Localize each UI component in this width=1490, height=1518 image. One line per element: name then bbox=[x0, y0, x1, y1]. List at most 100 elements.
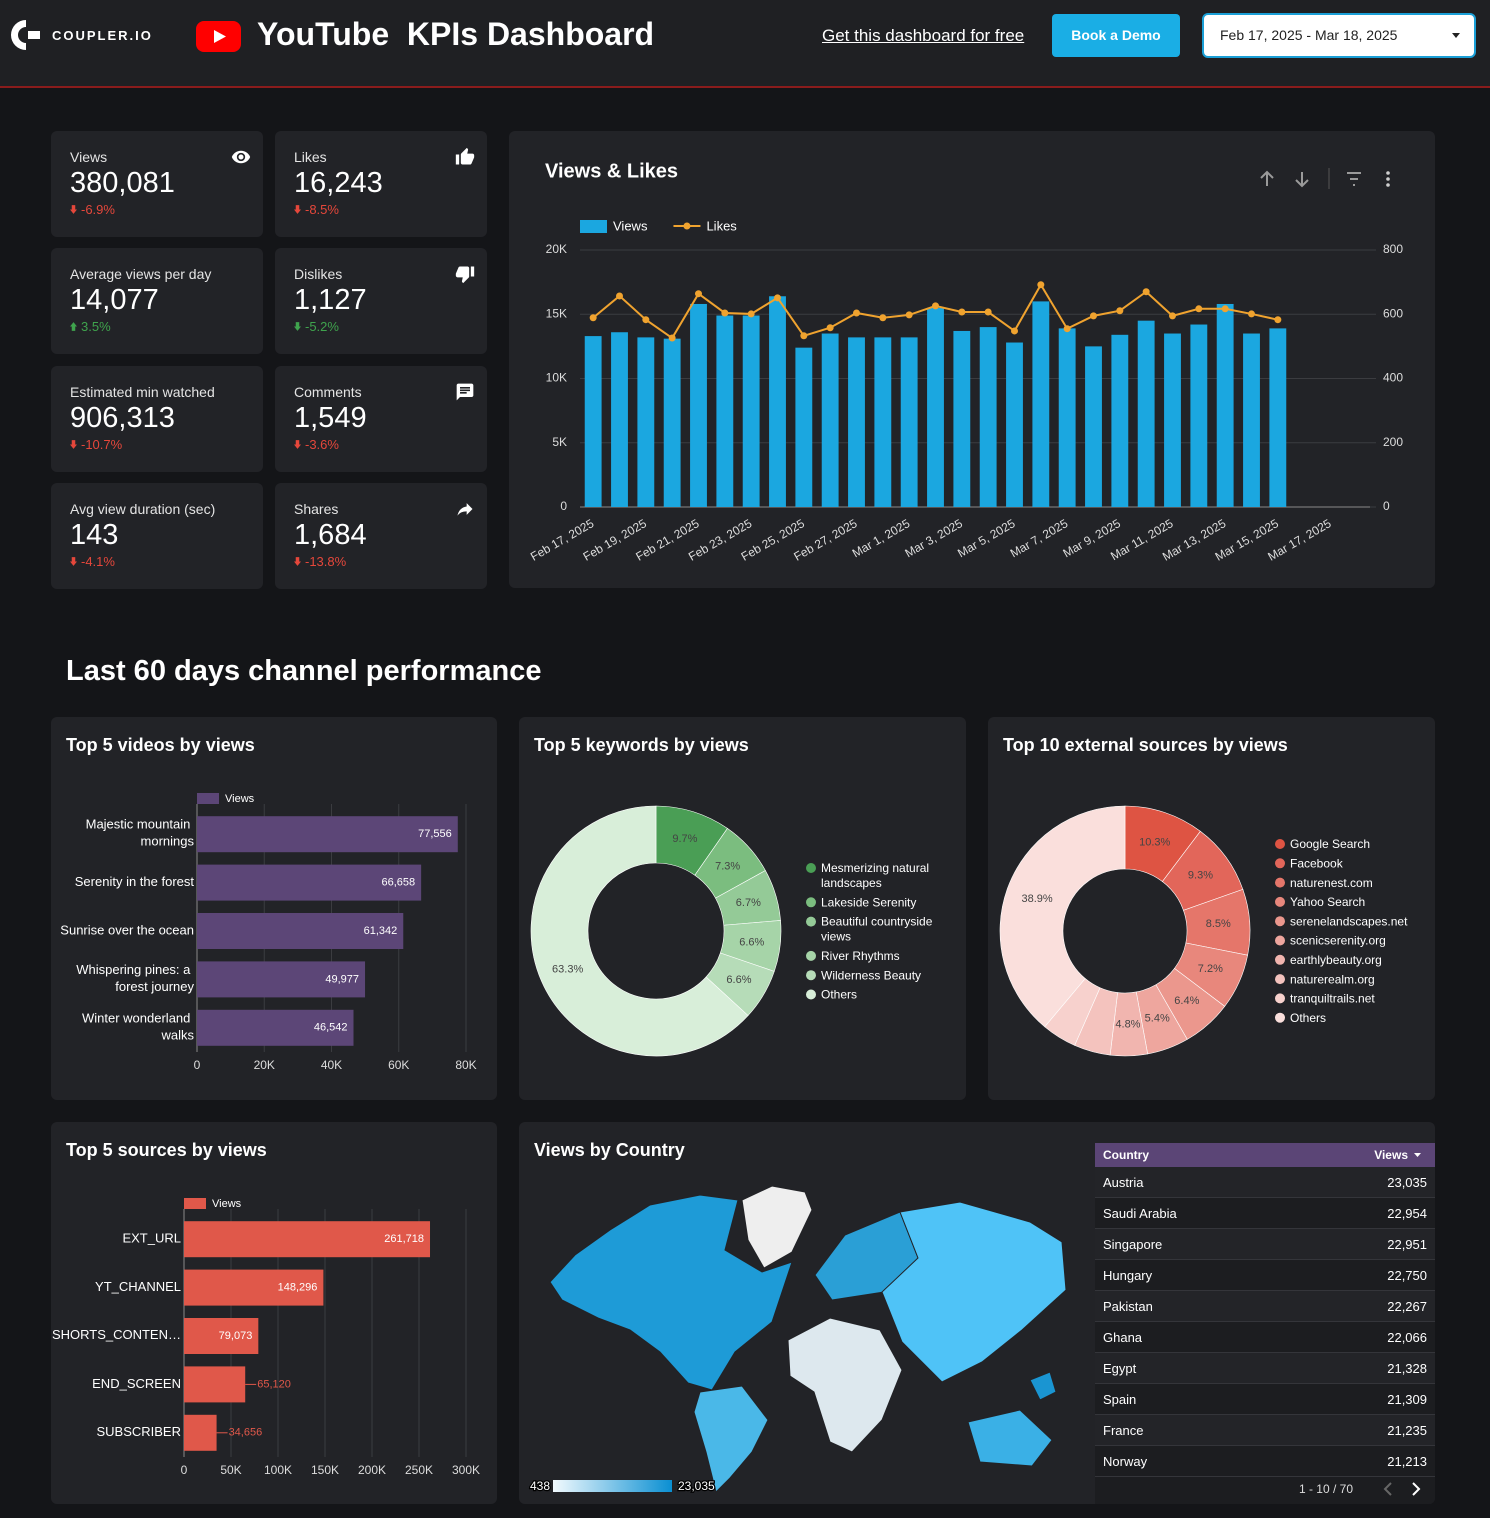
legend-label: scenicserenity.org bbox=[1290, 934, 1386, 948]
text-line: landscapes bbox=[821, 876, 882, 890]
legend-dot bbox=[806, 989, 816, 1000]
category-label: Whispering pines: a forest journey bbox=[76, 962, 194, 994]
x-tick-label: Mar 3, 2025 bbox=[902, 516, 965, 560]
chart-title: Top 5 keywords by views bbox=[534, 735, 749, 755]
more-icon[interactable] bbox=[1386, 171, 1390, 187]
dot bbox=[1386, 183, 1390, 187]
kpi-change: -6.9% bbox=[70, 202, 115, 217]
kpi-change: -13.8% bbox=[294, 554, 346, 569]
y-tick-label: 15K bbox=[546, 306, 567, 320]
date-picker[interactable]: Feb 17, 2025 - Mar 18, 2025 bbox=[1202, 13, 1476, 58]
kpi-value: 906,313 bbox=[70, 401, 175, 434]
line-point bbox=[932, 302, 939, 310]
south-america bbox=[693, 1385, 769, 1493]
kpi-change: 3.5% bbox=[70, 319, 111, 334]
kpi-icon bbox=[455, 266, 475, 284]
external-sources-chart: Top 10 external sources by views 10.3% 9.3… bbox=[999, 735, 1408, 1057]
x-tick-label: 0 bbox=[194, 1058, 201, 1072]
slice-label: 8.5% bbox=[1206, 918, 1231, 930]
legend-label: Mesmerizing natural landscapes bbox=[821, 861, 932, 890]
kpi-icon bbox=[455, 147, 475, 165]
line-point bbox=[853, 309, 860, 317]
country-views: 21,235 bbox=[1387, 1422, 1427, 1438]
table-row: Austria 23,035 bbox=[1095, 1167, 1435, 1198]
arrow bbox=[70, 557, 77, 567]
chevron bbox=[1383, 1482, 1392, 1496]
category-label: SUBSCRIBER bbox=[96, 1424, 181, 1439]
country-name: France bbox=[1103, 1422, 1144, 1438]
table-row: Egypt 21,328 bbox=[1095, 1353, 1435, 1384]
line-point bbox=[1142, 288, 1150, 296]
kpi-change-value: 3.5% bbox=[81, 319, 111, 335]
line-point bbox=[1169, 312, 1176, 320]
bar bbox=[197, 864, 422, 901]
bar bbox=[953, 330, 971, 507]
line-point bbox=[1090, 312, 1097, 320]
header: COUPLER.IO YouTube KPIs Dashboard Get th… bbox=[0, 0, 1490, 88]
bar bbox=[716, 315, 734, 507]
y-tick-label: 10K bbox=[546, 371, 567, 385]
demo-button[interactable]: Book a Demo bbox=[1052, 14, 1180, 57]
legend-dot bbox=[1275, 1012, 1285, 1023]
bar bbox=[1190, 324, 1208, 507]
legend-label: Views bbox=[212, 1198, 242, 1210]
bar bbox=[1085, 346, 1102, 507]
chart-toolbar bbox=[1260, 168, 1361, 189]
cta-link[interactable]: Get this dashboard for free bbox=[822, 26, 1025, 45]
kpi-label: Shares bbox=[294, 501, 339, 518]
sort-desc-icon[interactable] bbox=[1295, 172, 1309, 188]
y2-tick-label: 0 bbox=[1383, 499, 1390, 513]
line-point bbox=[589, 314, 597, 322]
legend-dot bbox=[806, 897, 816, 908]
top-sources-chart: Top 5 sources by views 0 50K 100K 150K 200K 25… bbox=[52, 1140, 480, 1477]
kpi-label: Dislikes bbox=[294, 266, 343, 283]
kpi-value: 143 bbox=[70, 519, 119, 552]
legend-dot bbox=[1275, 974, 1285, 985]
line-point bbox=[879, 314, 887, 322]
legend-label: Others bbox=[1290, 1011, 1326, 1025]
country-views: 22,750 bbox=[1387, 1267, 1427, 1283]
line-point bbox=[1063, 325, 1071, 333]
legend-label: tranquiltrails.net bbox=[1290, 992, 1375, 1006]
kpi-change-value: -4.1% bbox=[81, 554, 115, 570]
logo bbox=[11, 20, 40, 50]
text-line: Majestic mountain bbox=[86, 817, 194, 832]
kpi-label: Estimated min watched bbox=[70, 383, 215, 400]
chart-title: Top 5 sources by views bbox=[66, 1140, 267, 1160]
kpi-card: Avg view duration (sec) 143 -4.1% bbox=[51, 483, 263, 590]
kpi-label: Views bbox=[70, 149, 108, 165]
next-page[interactable] bbox=[1411, 1482, 1421, 1496]
legend-dot bbox=[1275, 935, 1285, 946]
legend-dot bbox=[1275, 954, 1285, 965]
legend-label: Yahoo Search bbox=[1290, 895, 1365, 909]
line-point bbox=[984, 308, 992, 316]
australia bbox=[967, 1409, 1053, 1467]
legend-dot bbox=[806, 970, 816, 981]
column-header: Country bbox=[1103, 1148, 1149, 1162]
country-name: Hungary bbox=[1103, 1267, 1153, 1283]
slice-label: 38.9% bbox=[1022, 893, 1053, 905]
legend-dot bbox=[1275, 896, 1285, 907]
filter-icon[interactable] bbox=[1347, 172, 1361, 186]
category-label: Sunrise over the ocean bbox=[60, 922, 194, 937]
date-range: Feb 17, 2025 - Mar 18, 2025 bbox=[1220, 27, 1398, 43]
sort-asc-icon[interactable] bbox=[1260, 170, 1274, 186]
dot bbox=[1386, 171, 1390, 175]
value-label: 66,658 bbox=[381, 877, 415, 889]
legend-swatch bbox=[683, 222, 691, 230]
table-row: Saudi Arabia 22,954 bbox=[1095, 1198, 1435, 1229]
x-tick-label: Mar 7, 2025 bbox=[1008, 516, 1071, 560]
legend-swatch bbox=[184, 1198, 206, 1209]
bar bbox=[197, 913, 404, 949]
caret bbox=[1414, 1153, 1421, 1157]
bar bbox=[1137, 320, 1155, 507]
sort-header[interactable]: Views bbox=[1374, 1148, 1421, 1162]
slice-label: 7.3% bbox=[715, 860, 740, 872]
sort-icon bbox=[1414, 1153, 1421, 1157]
table-row: Pakistan 22,267 bbox=[1095, 1291, 1435, 1322]
bar bbox=[184, 1318, 259, 1354]
legend-label: serenelandscapes.net bbox=[1290, 914, 1408, 928]
trend-arrow bbox=[294, 557, 301, 567]
prev-page[interactable] bbox=[1383, 1482, 1393, 1496]
